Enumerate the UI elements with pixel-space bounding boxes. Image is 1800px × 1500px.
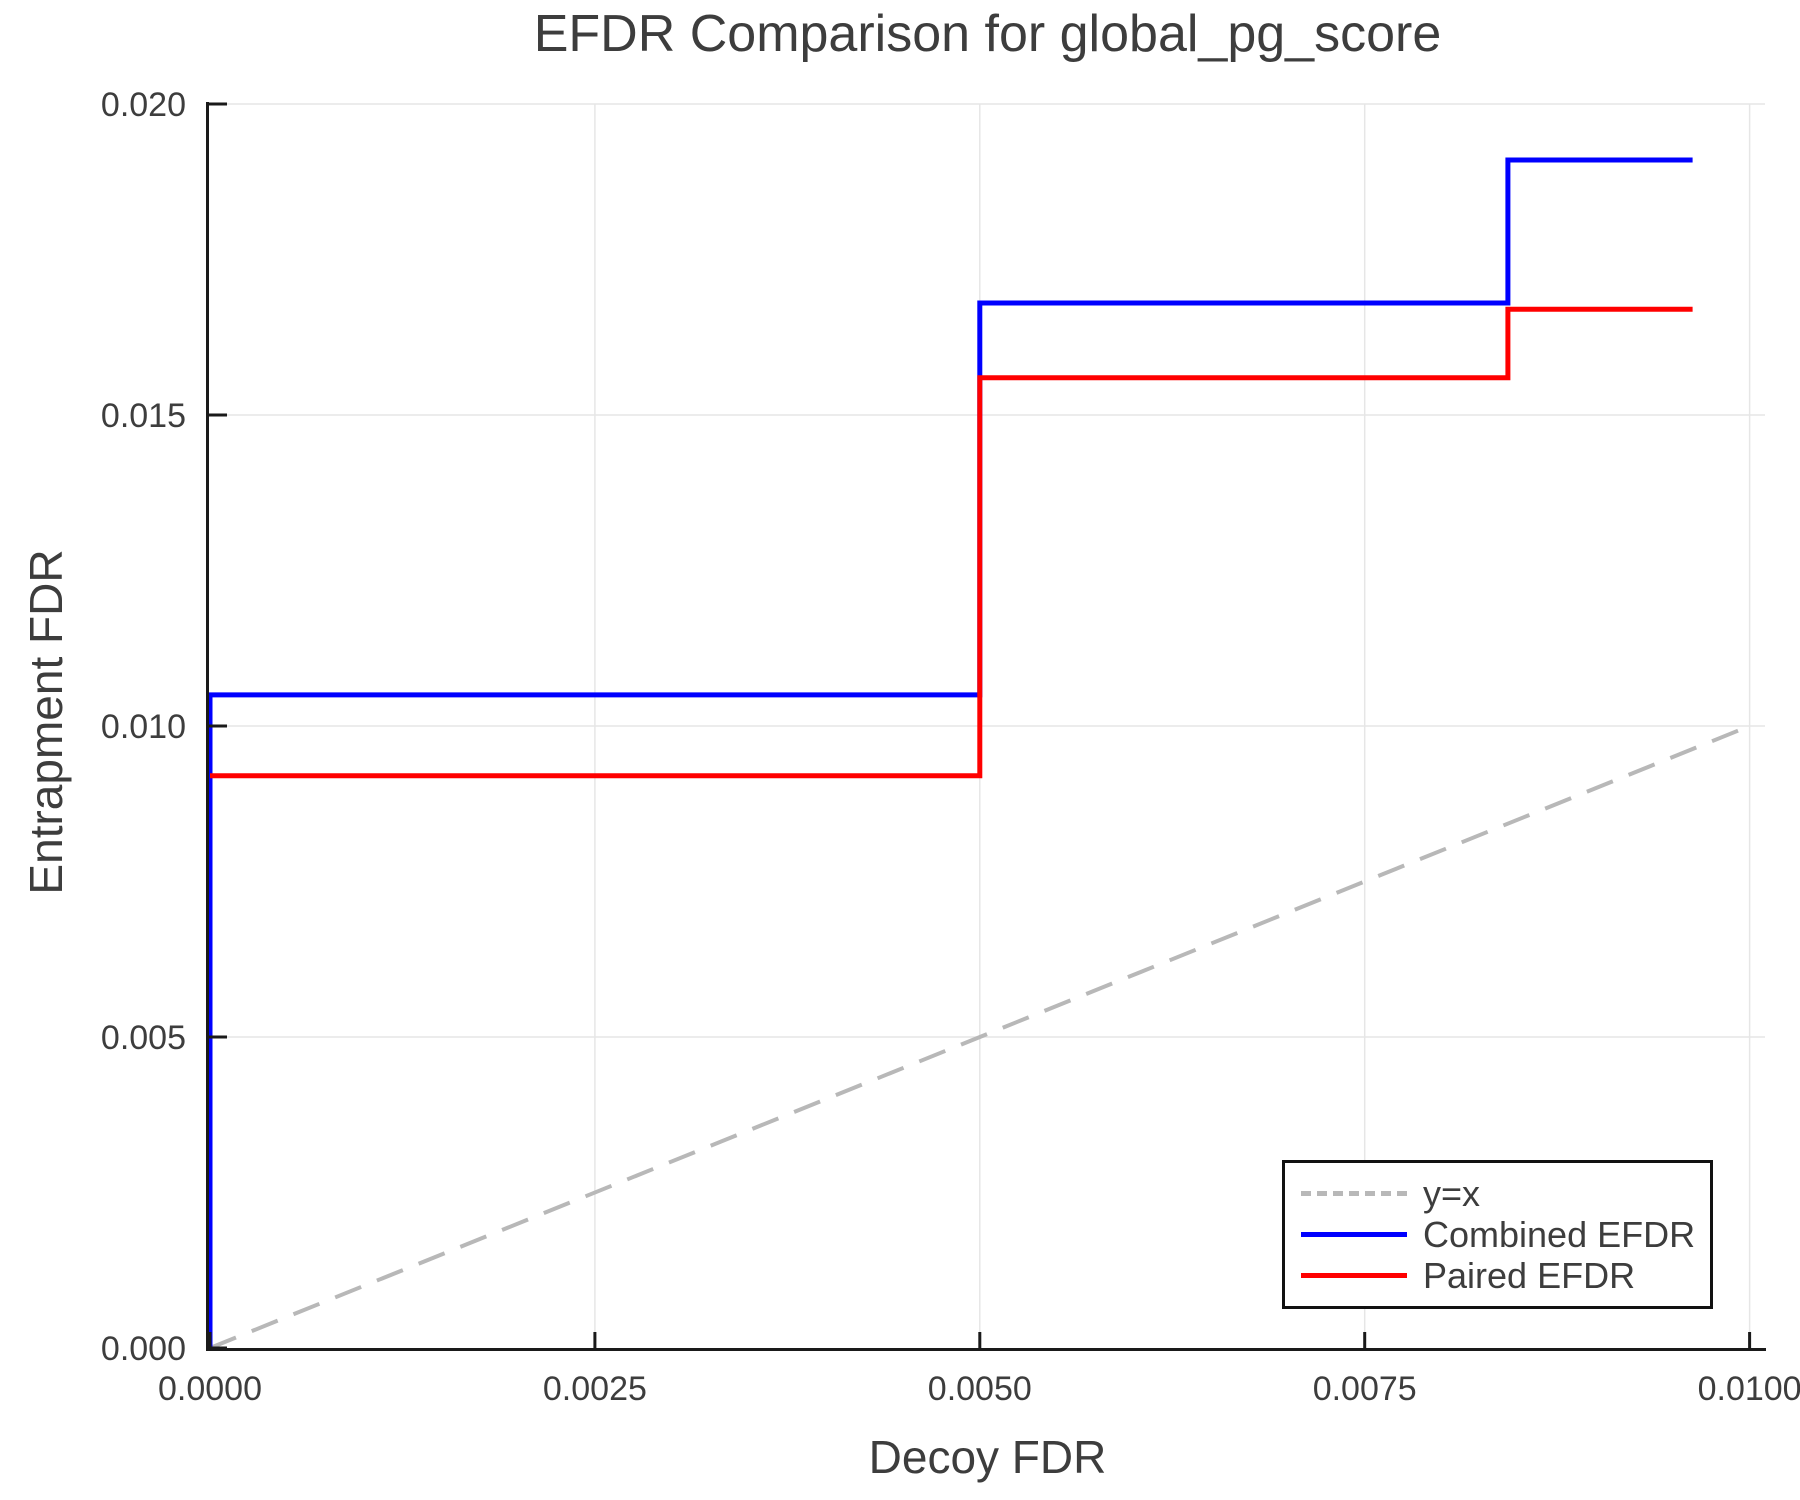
y-tick-label: 0.005 <box>101 1019 186 1057</box>
y-tick-label: 0.020 <box>101 86 186 124</box>
x-axis-label: Decoy FDR <box>868 1431 1107 1483</box>
y-tick-label: 0.010 <box>101 708 186 746</box>
legend-label-y-equals-x: y=x <box>1423 1172 1481 1214</box>
y-tick-label: 0.000 <box>101 1330 186 1368</box>
legend-item-combined-efdr: Combined EFDR <box>1301 1214 1710 1255</box>
y-tick-label: 0.015 <box>101 397 186 435</box>
x-tick-label: 0.0025 <box>543 1370 647 1408</box>
series-line-paired-efdr <box>210 306 1693 779</box>
series-y-equals-x <box>209 724 1751 1350</box>
x-tick-label: 0.0100 <box>1698 1370 1800 1408</box>
legend-item-y-equals-x: y=x <box>1301 1173 1710 1214</box>
axes: 0.000 0.005 0.010 0.015 0.020 0.0000 0.0025 0.0… <box>101 86 1800 1408</box>
x-tick-label: 0.0050 <box>928 1370 1032 1408</box>
series-combined-efdr <box>207 157 1693 1348</box>
y-axis-label: Entrapment FDR <box>20 549 72 895</box>
series-line-combined-efdr <box>207 157 1693 1348</box>
x-tick-label: 0.0075 <box>1313 1370 1417 1408</box>
legend: y=x Combined EFDR Paired EFDR <box>1282 1160 1713 1309</box>
legend-item-paired-efdr: Paired EFDR <box>1301 1255 1710 1296</box>
legend-line-paired-efdr <box>1301 1273 1407 1278</box>
legend-line-y-equals-x <box>1301 1191 1407 1196</box>
x-tick-label: 0.0000 <box>158 1370 262 1408</box>
series-line-y-equals-x <box>209 724 1751 1350</box>
legend-label-paired-efdr: Paired EFDR <box>1423 1254 1636 1296</box>
chart-title: EFDR Comparison for global_pg_score <box>533 5 1442 63</box>
series-paired-efdr <box>210 306 1693 779</box>
legend-label-combined-efdr: Combined EFDR <box>1423 1213 1696 1255</box>
legend-line-combined-efdr <box>1301 1232 1407 1237</box>
